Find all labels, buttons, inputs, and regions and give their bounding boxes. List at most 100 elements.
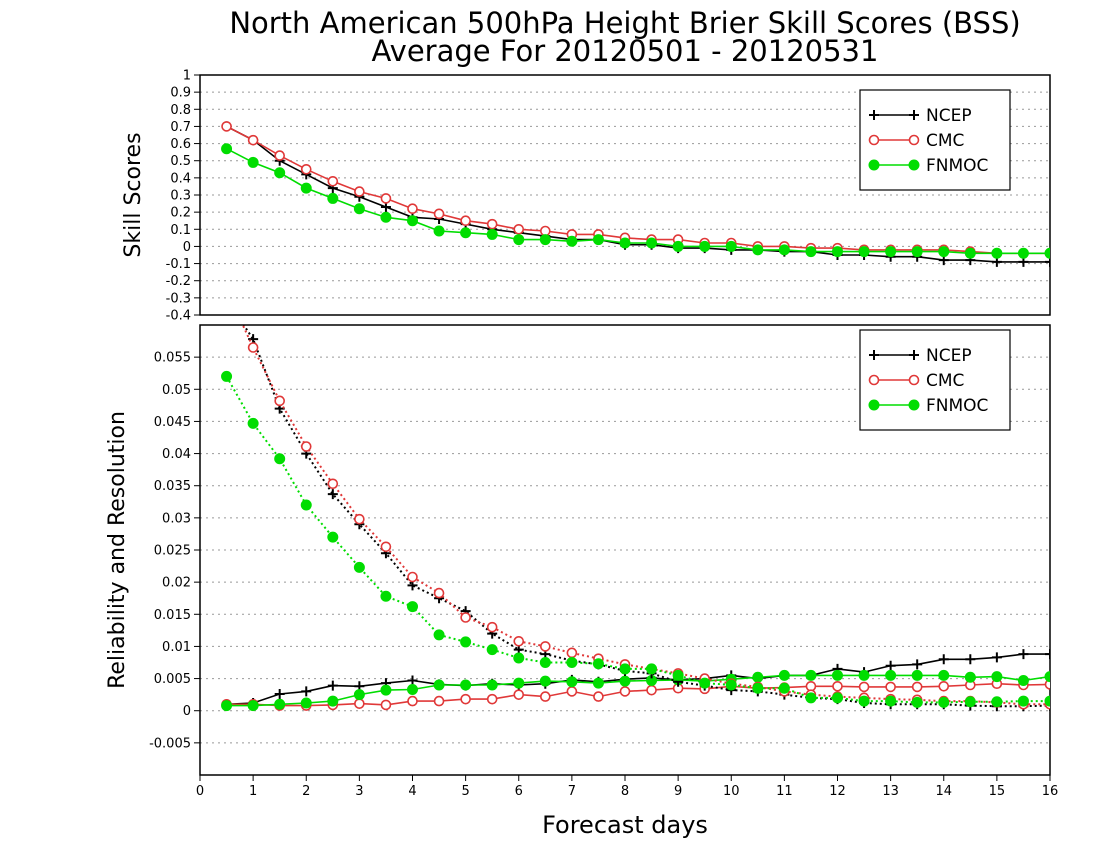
point-fnmoc-dotted (274, 453, 286, 465)
series-line-fnmoc-dotted (225, 375, 1050, 704)
point-cmc (593, 691, 604, 702)
point-cmc (327, 175, 339, 187)
point-fnmoc (539, 675, 551, 687)
point-cmc (354, 698, 365, 709)
legend-marker-ncep (909, 350, 919, 360)
point-fnmoc-dotted (699, 677, 711, 689)
point-cmc (407, 695, 418, 707)
legend-marker-cmc (908, 134, 920, 146)
point-fnmoc-dotted (407, 601, 418, 613)
point-cmc (858, 681, 870, 693)
point-fnmoc (752, 244, 764, 256)
y-tick-label: 0.8 (170, 103, 191, 118)
point-ncep (327, 680, 338, 691)
point-fnmoc (885, 669, 897, 681)
point-fnmoc (778, 669, 790, 681)
legend-marker-fnmoc (868, 159, 880, 171)
point-fnmoc (274, 698, 286, 710)
point-ncep (885, 660, 896, 671)
point-fnmoc-dotted (327, 531, 339, 543)
point-ncep-dotted (222, 294, 232, 304)
point-fnmoc-dotted (964, 696, 976, 708)
point-fnmoc (1017, 675, 1029, 686)
point-fnmoc-dotted (300, 499, 312, 511)
y-tick-label: 0.045 (154, 415, 191, 430)
point-cmc (885, 681, 896, 693)
point-fnmoc (433, 225, 445, 237)
y-tick-label: 0 (183, 240, 191, 255)
legend-label-ncep: NCEP (926, 346, 972, 366)
point-fnmoc (832, 669, 843, 681)
point-fnmoc-dotted (566, 657, 578, 668)
y-tick-label: 0.05 (162, 383, 191, 398)
y-tick-label: 0 (183, 704, 191, 719)
point-cmc-dotted (247, 342, 259, 353)
point-cmc-dotted (433, 587, 445, 599)
point-fnmoc (699, 240, 711, 252)
point-fnmoc (672, 240, 684, 252)
legend-label-cmc: CMC (926, 371, 964, 391)
point-fnmoc (858, 246, 870, 258)
y-tick-label: 0.01 (162, 640, 191, 655)
legend-marker-cmc (868, 134, 880, 146)
point-fnmoc-dotted (805, 692, 817, 704)
x-tick-label: 3 (355, 784, 363, 799)
y-tick-label: 0.2 (170, 206, 191, 221)
point-cmc (911, 681, 923, 693)
point-fnmoc-dotted (672, 669, 684, 681)
legend-marker-fnmoc (908, 159, 920, 171)
point-fnmoc (911, 246, 923, 258)
point-cmc (380, 193, 392, 204)
x-tick-label: 11 (776, 784, 793, 799)
point-cmc-dotted (380, 541, 392, 553)
point-cmc-dotted (327, 478, 339, 490)
point-fnmoc (486, 228, 498, 240)
point-cmc-dotted (222, 285, 231, 294)
point-fnmoc-dotted (1017, 695, 1029, 707)
point-fnmoc-dotted (778, 682, 790, 694)
point-cmc (486, 218, 498, 230)
point-fnmoc (991, 247, 1003, 259)
y-tick-label: 0.3 (170, 189, 191, 204)
point-ncep (301, 686, 312, 697)
y-tick-label: 0.9 (170, 86, 191, 101)
point-fnmoc (566, 235, 578, 247)
x-tick-label: 14 (935, 784, 952, 799)
y-tick-label: -0.2 (166, 274, 191, 289)
point-fnmoc (460, 679, 472, 691)
x-tick-label: 5 (461, 784, 469, 799)
y-tick-label: 0.025 (154, 544, 191, 559)
legend-marker-cmc (908, 374, 920, 386)
point-fnmoc (327, 695, 339, 707)
point-cmc (380, 699, 392, 711)
point-fnmoc-dotted (646, 663, 658, 675)
point-fnmoc (911, 669, 923, 681)
y-tick-label: -0.1 (166, 257, 191, 272)
point-fnmoc (353, 203, 365, 215)
point-cmc (566, 686, 578, 697)
point-fnmoc (805, 669, 817, 681)
point-ncep (965, 654, 976, 665)
point-cmc-dotted (354, 513, 365, 525)
point-cmc (540, 691, 551, 702)
point-ncep (274, 689, 285, 699)
point-fnmoc (964, 247, 976, 259)
point-cmc (619, 686, 631, 697)
point-fnmoc (407, 684, 418, 695)
point-fnmoc (991, 671, 1003, 683)
legend-marker-fnmoc (908, 399, 920, 411)
y-tick-label: 0.02 (162, 576, 191, 591)
point-fnmoc (778, 244, 790, 256)
point-fnmoc (858, 669, 870, 681)
x-tick-label: 1 (249, 784, 257, 799)
point-fnmoc-dotted (938, 696, 950, 708)
point-fnmoc (460, 227, 472, 239)
x-axis: 0 1 2 3 4 5 6 7 8 9 10 11 12 13 14 15 16 (196, 775, 1058, 799)
point-cmc (460, 215, 471, 227)
y-tick-label: 0.7 (170, 120, 191, 135)
point-fnmoc (539, 234, 551, 246)
point-fnmoc (247, 156, 259, 168)
x-tick-label: 15 (989, 784, 1006, 799)
point-fnmoc-dotted (725, 679, 737, 691)
